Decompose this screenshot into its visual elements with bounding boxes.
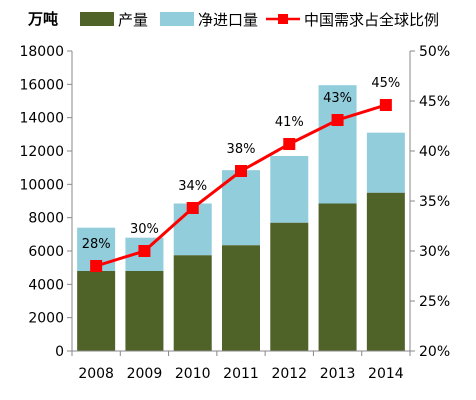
unit-label: 万吨 <box>27 10 58 28</box>
bar-net-import <box>366 132 405 193</box>
y-right-tick-label: 50% <box>419 44 450 60</box>
share-line: 28% 30% 34% 38% 41% 43% 45% <box>82 76 400 272</box>
x-axis: 2008 2009 2010 2011 2012 2013 2014 <box>71 351 411 382</box>
legend-marker-share <box>278 14 288 24</box>
share-point <box>283 138 296 150</box>
share-point <box>331 114 344 126</box>
y-right-tick-label: 20% <box>419 344 450 360</box>
y-right-tick-label: 30% <box>419 244 450 260</box>
bar-net-import <box>222 170 260 246</box>
x-tick-label: 2014 <box>368 366 404 382</box>
bar-production <box>173 255 212 351</box>
bar-production <box>125 271 164 351</box>
bar-production <box>318 203 357 351</box>
bar-production <box>270 222 309 351</box>
x-tick-label: 2010 <box>175 366 211 382</box>
y-axis-left: 0 2000 4000 6000 8000 10000 12000 14000 16000 180… <box>19 44 72 360</box>
y-left-tick-label: 14000 <box>19 111 64 127</box>
y-right-tick-label: 45% <box>419 94 450 110</box>
bar-net-import <box>270 156 309 223</box>
legend-swatch-production <box>80 12 114 26</box>
x-tick-label: 2011 <box>223 366 259 382</box>
share-point <box>379 99 392 111</box>
share-data-label: 38% <box>227 142 256 157</box>
x-tick-label: 2009 <box>127 366 163 382</box>
y-left-tick-label: 0 <box>55 344 64 360</box>
y-left-tick-label: 2000 <box>28 311 64 327</box>
y-right-tick-label: 35% <box>419 194 450 210</box>
x-tick-label: 2012 <box>271 366 307 382</box>
x-tick-label: 2008 <box>78 366 114 382</box>
y-left-tick-label: 6000 <box>28 244 64 260</box>
share-data-label: 30% <box>130 222 159 237</box>
bar-net-import <box>318 85 357 204</box>
y-right-tick-label: 40% <box>419 144 450 160</box>
share-point <box>235 165 247 177</box>
share-data-label: 28% <box>82 237 111 252</box>
share-point <box>186 202 199 214</box>
axes <box>71 51 411 352</box>
share-data-label: 34% <box>178 179 207 194</box>
bar-production <box>222 245 260 351</box>
share-data-label: 41% <box>275 115 304 130</box>
y-right-tick-label: 25% <box>419 294 450 310</box>
y-left-tick-label: 18000 <box>19 44 64 60</box>
y-left-tick-label: 8000 <box>28 211 64 227</box>
share-point <box>138 245 151 257</box>
y-left-tick-label: 16000 <box>19 77 64 93</box>
y-axis-right: 20% 25% 30% 35% 40% 45% 50% <box>410 44 450 360</box>
share-point <box>90 260 103 272</box>
y-left-tick-label: 12000 <box>19 144 64 160</box>
y-left-tick-label: 10000 <box>19 177 64 193</box>
bar-production <box>366 192 405 351</box>
legend-label-net-import: 净进口量 <box>198 11 258 29</box>
legend-swatch-net-import <box>160 12 194 26</box>
bar-production <box>77 271 116 351</box>
x-tick-label: 2013 <box>320 366 356 382</box>
share-data-label: 43% <box>323 91 352 106</box>
bars <box>77 85 405 351</box>
y-left-tick-label: 4000 <box>28 277 64 293</box>
legend-label-share: 中国需求占全球比例 <box>304 11 439 29</box>
legend-label-production: 产量 <box>118 11 148 29</box>
legend: 产量 净进口量 中国需求占全球比例 <box>80 11 439 29</box>
share-data-label: 45% <box>371 76 400 91</box>
